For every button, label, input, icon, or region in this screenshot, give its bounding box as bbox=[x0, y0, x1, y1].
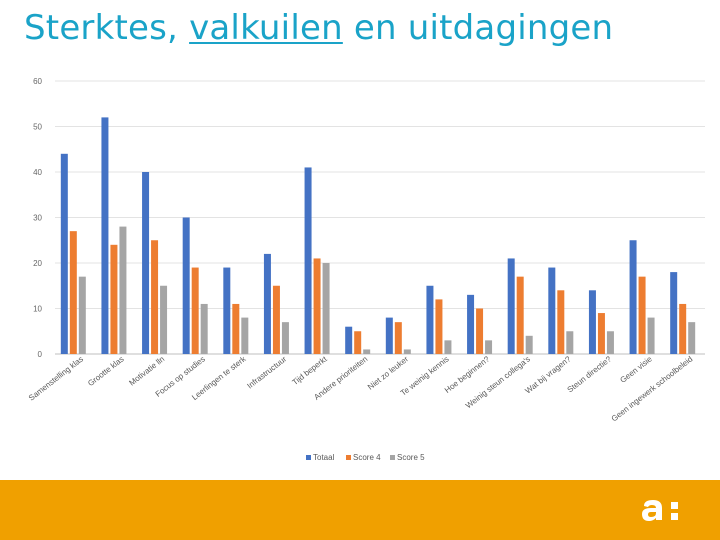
bar bbox=[507, 258, 515, 354]
bar bbox=[385, 317, 393, 354]
y-tick-label: 50 bbox=[33, 123, 42, 132]
bar bbox=[444, 340, 452, 354]
bar bbox=[354, 331, 362, 354]
bar bbox=[670, 272, 678, 354]
bar bbox=[281, 322, 289, 354]
bar bbox=[60, 153, 68, 354]
x-tick-label: Infrastructuur bbox=[245, 354, 288, 390]
bar-chart: 0 10 20 30 40 50 60 Samenstelling klas Grootte … bbox=[27, 77, 705, 462]
bar bbox=[101, 117, 109, 355]
bar bbox=[557, 290, 565, 354]
x-tick-label: Geen ingewerk schoolbeleid bbox=[610, 354, 695, 423]
title-part-1: Sterktes, bbox=[24, 8, 190, 48]
legend-label: Totaal bbox=[313, 453, 335, 462]
bar bbox=[69, 231, 77, 354]
bar bbox=[263, 253, 271, 354]
bar bbox=[548, 267, 556, 354]
bar bbox=[597, 313, 605, 354]
bar bbox=[160, 285, 168, 354]
y-axis-ticks: 0 10 20 30 40 50 60 bbox=[33, 77, 42, 359]
bar bbox=[151, 240, 159, 354]
bar bbox=[638, 276, 646, 354]
bar bbox=[78, 276, 86, 354]
bar bbox=[403, 349, 411, 354]
bar bbox=[435, 299, 443, 354]
bar bbox=[629, 240, 637, 354]
legend: Totaal Score 4 Score 5 bbox=[306, 453, 425, 462]
legend-label: Score 5 bbox=[397, 453, 425, 462]
legend-label: Score 4 bbox=[353, 453, 381, 462]
y-tick-label: 40 bbox=[33, 168, 42, 177]
bar bbox=[525, 335, 533, 354]
x-tick-label: Tijd beperkt bbox=[291, 354, 330, 387]
bar bbox=[272, 285, 280, 354]
bar bbox=[200, 303, 208, 354]
x-tick-label: Geen visie bbox=[618, 354, 654, 385]
bar bbox=[476, 308, 484, 354]
bar bbox=[223, 267, 231, 354]
legend-swatch bbox=[306, 455, 311, 460]
bar bbox=[241, 317, 249, 354]
a-colon-logo-icon bbox=[642, 500, 678, 521]
x-tick-label: Grootte klas bbox=[86, 354, 126, 388]
y-tick-label: 30 bbox=[33, 214, 42, 223]
bar bbox=[606, 331, 614, 354]
legend-swatch bbox=[346, 455, 351, 460]
y-tick-label: 10 bbox=[33, 305, 42, 314]
x-tick-label: Steun directie? bbox=[566, 354, 614, 394]
bar bbox=[394, 322, 402, 354]
bar bbox=[119, 226, 127, 354]
bar bbox=[182, 217, 190, 354]
y-tick-label: 0 bbox=[38, 350, 43, 359]
bar bbox=[516, 276, 524, 354]
bar bbox=[142, 172, 150, 354]
bar bbox=[363, 349, 371, 354]
bar bbox=[345, 326, 353, 354]
x-tick-label: Motivatie lln bbox=[127, 354, 166, 387]
bar bbox=[647, 317, 655, 354]
title-part-3: en uitdagingen bbox=[342, 8, 614, 48]
bar bbox=[110, 244, 118, 354]
bar bbox=[304, 167, 312, 354]
bar bbox=[688, 322, 696, 354]
bar bbox=[232, 303, 240, 354]
bar bbox=[313, 258, 321, 354]
bar bbox=[467, 294, 475, 354]
x-tick-label: Samenstelling klas bbox=[27, 354, 85, 402]
legend-swatch bbox=[390, 455, 395, 460]
bar bbox=[485, 340, 493, 354]
title-part-2-underlined: valkuilen bbox=[189, 8, 343, 48]
y-tick-label: 60 bbox=[33, 77, 42, 86]
bar bbox=[588, 290, 596, 354]
bar bbox=[566, 331, 574, 354]
slide-title: Sterktes, valkuilen en uitdagingen bbox=[24, 8, 613, 48]
bar bbox=[426, 285, 434, 354]
footer-bar bbox=[0, 480, 720, 540]
x-axis-labels: Samenstelling klas Grootte klas Motivatie … bbox=[27, 354, 694, 424]
bars bbox=[60, 117, 696, 355]
bar bbox=[679, 303, 687, 354]
bar bbox=[322, 263, 330, 354]
y-tick-label: 20 bbox=[33, 259, 42, 268]
bar bbox=[191, 267, 199, 354]
